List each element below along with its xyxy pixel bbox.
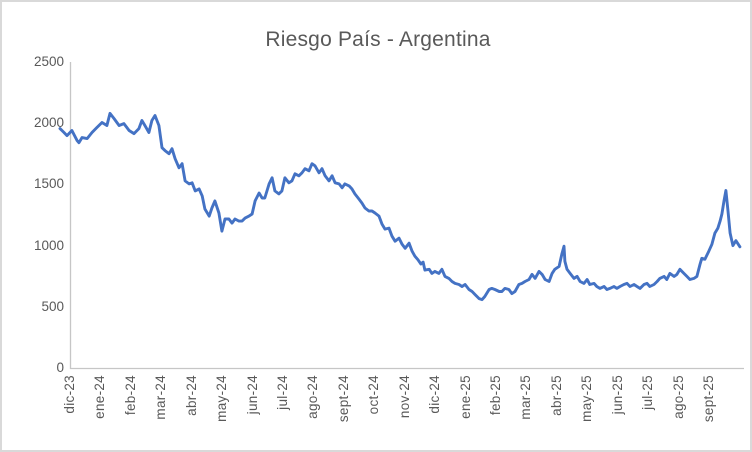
x-axis-tick-label: feb-25 (488, 375, 504, 416)
x-axis-tick-label: ago-24 (305, 375, 321, 419)
x-axis-tick-label: oct-24 (366, 375, 382, 415)
x-axis-tick-label: mar-25 (518, 375, 534, 420)
x-axis-tick-label: dic-24 (427, 375, 443, 414)
x-axis-tick-label: jul-25 (640, 375, 656, 410)
chart-title: Riesgo País - Argentina (265, 28, 491, 51)
y-axis-tick-label: 1000 (33, 237, 64, 253)
y-axis-tick-label: 2500 (33, 54, 64, 69)
x-axis-tick-label: abr-24 (183, 375, 199, 416)
x-axis-tick-label: sept-25 (701, 375, 717, 423)
x-axis-tick-label: feb-24 (122, 375, 138, 416)
x-axis-tick-label: jun-24 (244, 375, 260, 415)
y-axis-tick-label: 1500 (33, 176, 64, 192)
x-axis-tick-label: mar-24 (153, 375, 169, 420)
x-axis-tick-label: jun-25 (609, 375, 625, 415)
y-axis-tick-label: 500 (41, 298, 64, 314)
x-axis-tick-label: may-25 (579, 375, 595, 422)
x-axis-tick-label: nov-24 (396, 375, 412, 419)
axis-lines (69, 62, 744, 370)
y-axis-tick-label: 2000 (33, 115, 64, 131)
x-axis-tick-label: dic-23 (62, 375, 77, 414)
x-axis-tick-label: jul-24 (275, 375, 290, 410)
x-axis-tick-label: abr-25 (548, 375, 564, 416)
x-axis-tick-label: may-24 (214, 375, 230, 422)
x-axis-tick-label: ene-25 (457, 375, 473, 419)
x-axis-tick-label: ene-24 (92, 375, 108, 419)
x-axis-tick-label: sept-24 (335, 375, 351, 423)
y-axis-tick-label: 0 (56, 360, 64, 375)
riesgo-pais-line-series (58, 111, 742, 302)
x-axis-tick-label: ago-25 (670, 375, 686, 419)
